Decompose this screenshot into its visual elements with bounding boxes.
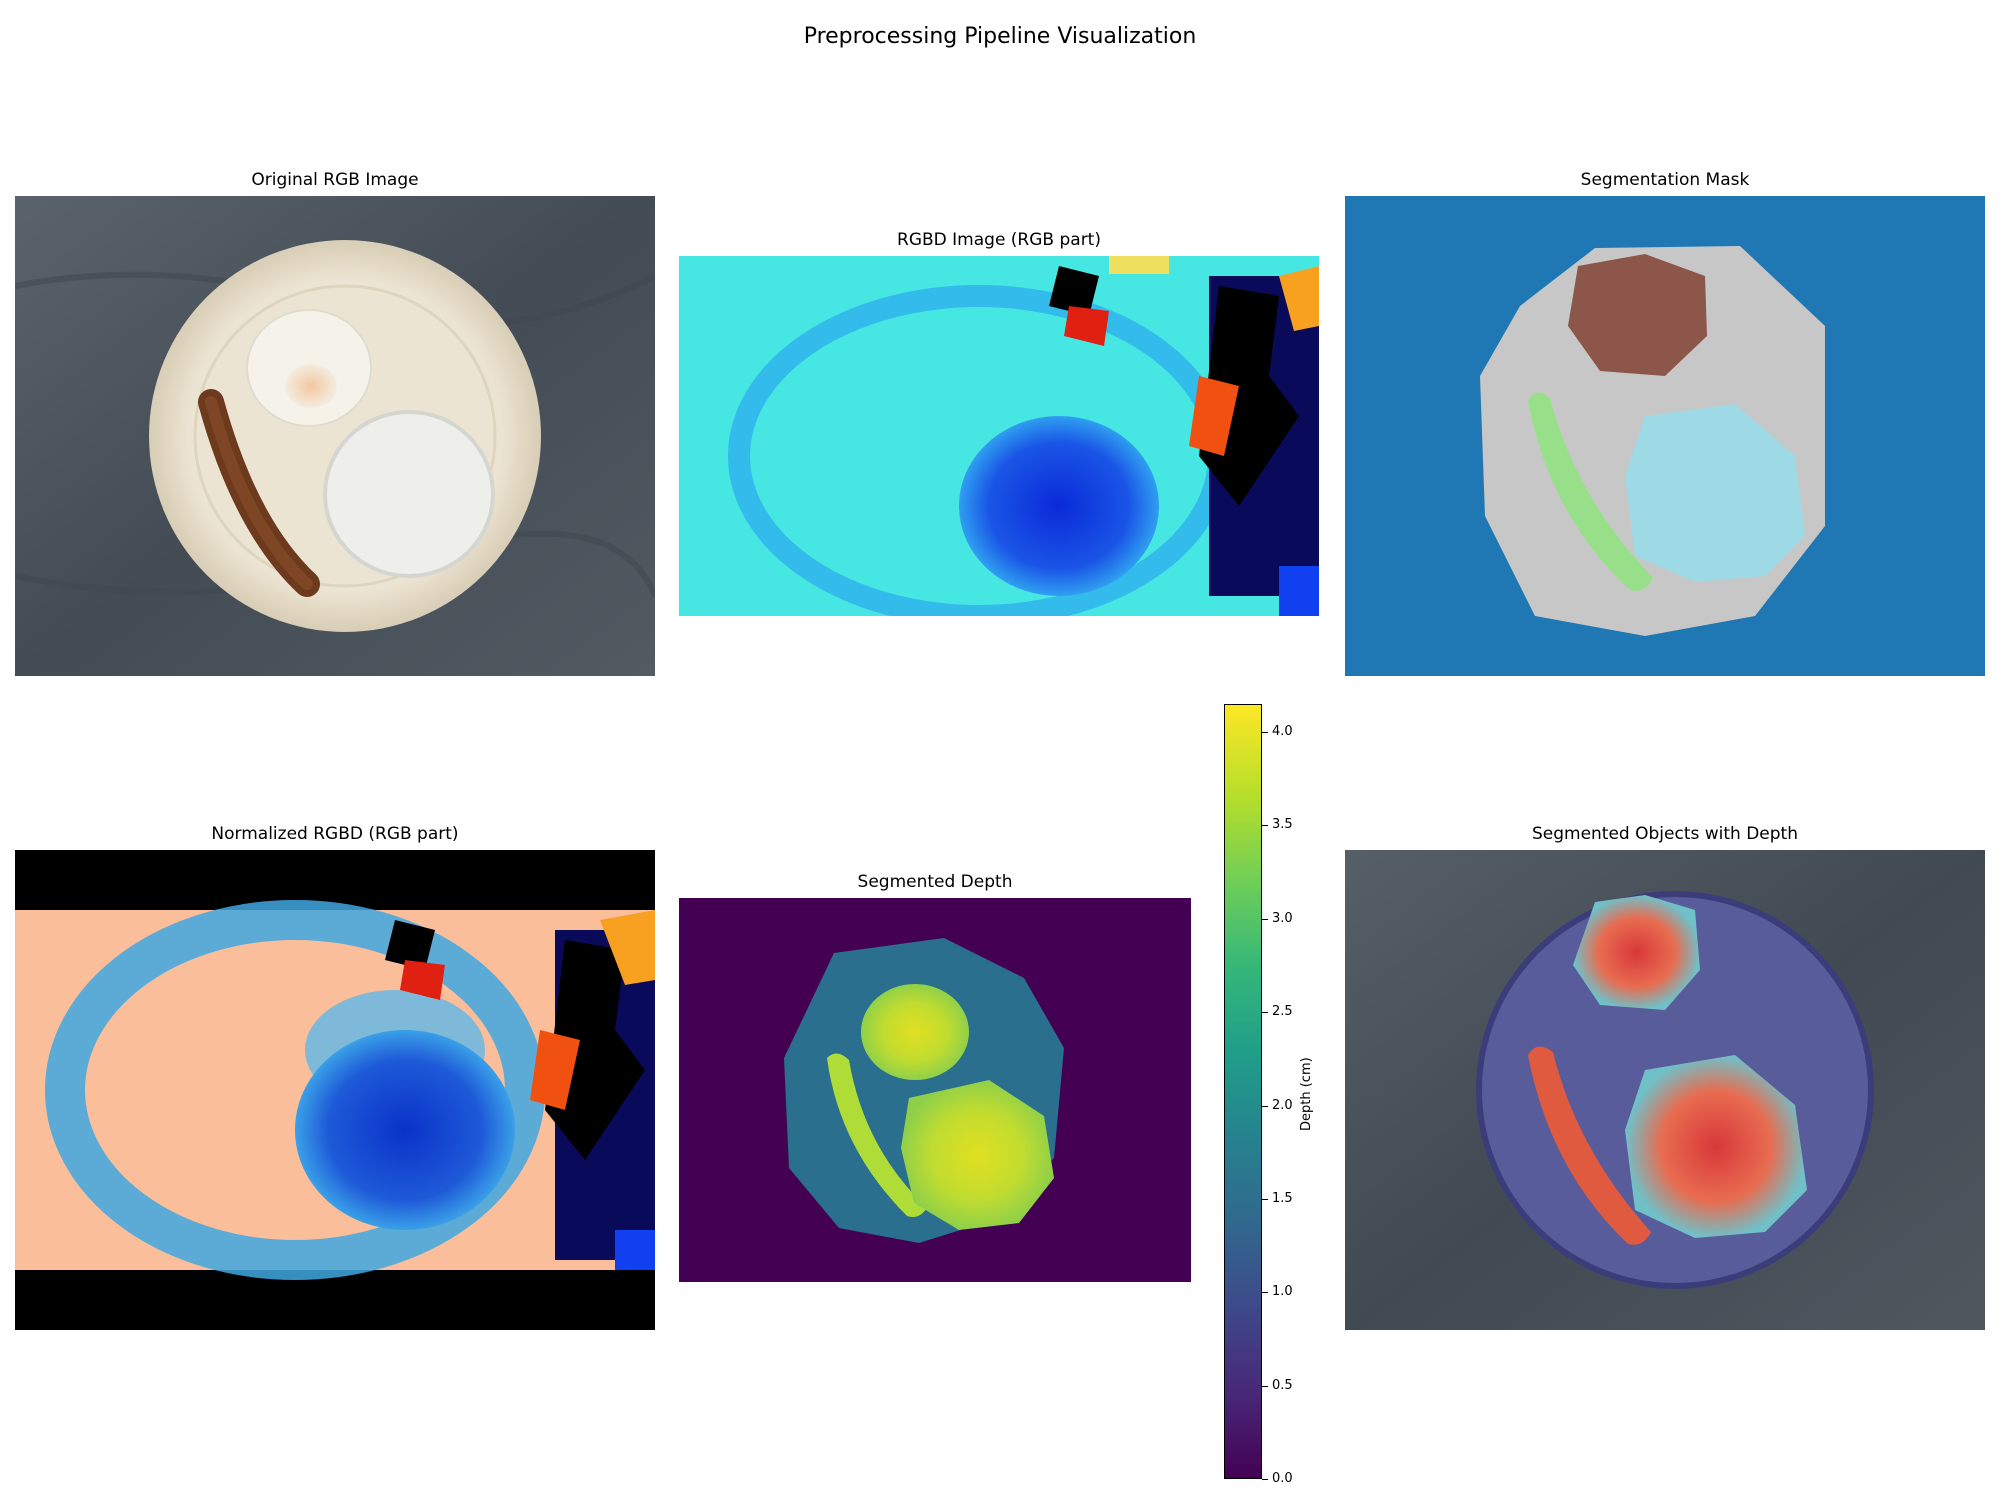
colorbar-tick-mark	[1262, 1105, 1268, 1107]
colorbar-tick-label: 2.5	[1272, 1004, 1293, 1020]
colorbar-tick-mark	[1262, 918, 1268, 920]
segmentation-mask-image	[1345, 196, 1985, 676]
colorbar-tick-label: 0.0	[1272, 1471, 1293, 1486]
panel-title-normalized-rgbd: Normalized RGBD (RGB part)	[211, 824, 459, 844]
original-rgb-image	[15, 196, 655, 676]
colorbar-tick-mark	[1262, 1479, 1268, 1480]
rgbd-image	[679, 256, 1319, 616]
colorbar-tick-mark	[1262, 1012, 1268, 1014]
segmented-depth-image	[679, 898, 1191, 1282]
panel-title-segmentation-mask: Segmentation Mask	[1580, 170, 1750, 190]
colorbar-tick-label: 4.0	[1272, 724, 1293, 739]
normalized-rgbd-image	[15, 850, 655, 1330]
colorbar-tick-label: 1.5	[1272, 1190, 1293, 1206]
colorbar-tick-label: 3.5	[1272, 817, 1293, 833]
colorbar-tick-mark	[1262, 1292, 1268, 1294]
depth-colorbar	[1224, 704, 1262, 1479]
colorbar-tick-label: 0.5	[1272, 1377, 1293, 1393]
colorbar-tick-mark	[1262, 825, 1268, 827]
colorbar-tick-mark	[1262, 1198, 1268, 1200]
figure-title: Preprocessing Pipeline Visualization	[803, 24, 1197, 49]
panel-title-segmented-depth: Segmented Depth	[857, 872, 1013, 892]
colorbar-tick-label: 2.0	[1272, 1097, 1293, 1113]
colorbar-ticks: 0.0 0.5 1.0 1.5 2.0 2.5 3.0 3.5 4.0	[1262, 704, 1322, 1486]
colorbar-tick-label: 3.0	[1272, 910, 1293, 926]
colorbar-tick-mark	[1262, 1385, 1268, 1387]
panel-title-original-rgb: Original RGB Image	[251, 170, 419, 190]
panel-title-segmented-objects-depth: Segmented Objects with Depth	[1531, 824, 1799, 844]
panel-title-rgbd: RGBD Image (RGB part)	[897, 230, 1101, 250]
segmented-objects-depth-image	[1345, 850, 1985, 1330]
colorbar-tick-mark	[1262, 732, 1268, 733]
colorbar-label: Depth (cm)	[1299, 1057, 1314, 1131]
colorbar-tick-label: 1.0	[1272, 1284, 1293, 1300]
